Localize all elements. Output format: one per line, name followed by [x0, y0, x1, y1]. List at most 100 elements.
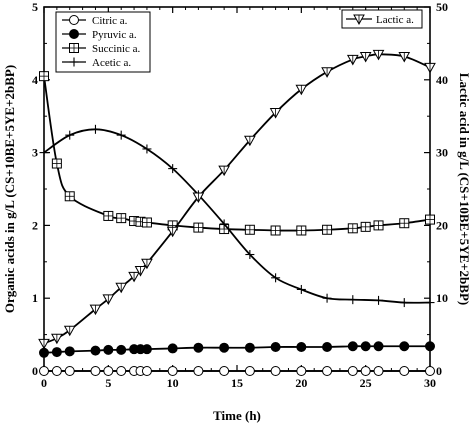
point-citric-a: [103, 366, 114, 376]
legend-marker-succinic-a: [69, 43, 79, 53]
point-succinic-a: [347, 223, 358, 234]
point-citric-a: [39, 366, 49, 376]
point-lactic-a: [115, 282, 128, 294]
point-pyruvic-a: [296, 341, 307, 352]
point-succinic-a: [193, 222, 204, 233]
point-succinic-a: [103, 210, 114, 221]
point-pyruvic-a: [51, 347, 62, 358]
point-citric-a: [270, 366, 281, 376]
point-citric-a: [141, 366, 152, 376]
y-tick-label-left: 0: [32, 364, 38, 378]
point-citric-a: [347, 366, 358, 376]
point-succinic-a: [360, 221, 371, 232]
y-axis-title-left: Organic acids in g/L (CS+10BE+5YE+2bBP): [2, 65, 17, 313]
legend-label-citric: Citric a.: [92, 15, 128, 27]
point-citric-a: [193, 366, 204, 376]
x-tick-label: 0: [41, 376, 47, 390]
point-lactic-a: [192, 192, 205, 204]
point-acetic-a: [296, 284, 306, 294]
point-acetic-a: [142, 144, 152, 154]
legend-right: Lactic a.: [341, 9, 423, 29]
point-succinic-a: [425, 214, 435, 225]
y-tick-label-right: 10: [436, 291, 448, 305]
x-tick-label: 15: [231, 376, 243, 390]
point-pyruvic-a: [425, 341, 435, 352]
series-acetic-a: [39, 124, 435, 308]
x-tick-label: 30: [424, 376, 436, 390]
legend-marker-citric-a: [69, 15, 79, 25]
point-pyruvic-a: [103, 344, 114, 355]
point-pyruvic-a: [244, 342, 255, 353]
point-lactic-a: [346, 54, 359, 66]
point-lactic-a: [295, 84, 308, 96]
legend-label-succinic: Succinic a.: [92, 43, 141, 55]
legend-label-lactic: Lactic a.: [376, 14, 414, 26]
legend-left: Citric a. Pyruvic a. Succinic a. Acetic …: [55, 11, 151, 73]
point-citric-a: [296, 366, 307, 376]
x-tick-label: 25: [360, 376, 372, 390]
series-layer: [38, 49, 436, 376]
point-citric-a: [219, 366, 230, 376]
point-acetic-a: [322, 293, 332, 303]
point-acetic-a: [39, 148, 49, 158]
point-acetic-a: [348, 295, 358, 305]
y-tick-label-right: 30: [436, 146, 448, 160]
series-line-pyruvic-a: [43, 345, 430, 354]
point-acetic-a: [399, 298, 409, 308]
point-succinic-a: [244, 224, 255, 235]
point-citric-a: [51, 366, 62, 376]
point-lactic-a: [134, 266, 147, 277]
point-lactic-a: [141, 258, 153, 270]
point-pyruvic-a: [90, 345, 101, 356]
point-pyruvic-a: [39, 347, 49, 358]
series-line-succinic-a: [43, 76, 431, 232]
point-succinic-a: [296, 225, 307, 236]
point-citric-a: [373, 366, 384, 376]
y-tick-label-right: 0: [436, 364, 442, 378]
y-tick-label-right: 20: [436, 218, 448, 232]
point-lactic-a: [89, 304, 102, 316]
point-succinic-a: [373, 220, 384, 231]
series-line-acetic-a: [43, 128, 431, 304]
point-pyruvic-a: [322, 341, 333, 352]
point-lactic-a: [244, 135, 256, 147]
point-citric-a: [244, 366, 255, 376]
point-pyruvic-a: [116, 344, 127, 355]
point-pyruvic-a: [141, 344, 152, 355]
point-pyruvic-a: [64, 346, 75, 357]
point-citric-a: [167, 366, 178, 376]
point-pyruvic-a: [347, 341, 358, 352]
point-acetic-a: [65, 130, 75, 140]
y-tick-label-left: 1: [32, 291, 38, 305]
x-tick-label: 10: [167, 376, 179, 390]
point-succinic-a: [399, 218, 410, 229]
point-succinic-a: [116, 213, 127, 224]
point-succinic-a: [322, 224, 333, 235]
point-pyruvic-a: [193, 342, 204, 353]
point-citric-a: [399, 366, 410, 376]
point-acetic-a: [374, 295, 384, 305]
point-lactic-a: [398, 52, 411, 63]
point-citric-a: [116, 366, 127, 376]
point-succinic-a: [270, 225, 281, 236]
y-tick-label-right: 50: [436, 0, 448, 14]
point-pyruvic-a: [270, 341, 281, 352]
point-pyruvic-a: [399, 341, 410, 352]
point-lactic-a: [128, 271, 140, 283]
series-pyruvic-a: [39, 341, 435, 358]
series-lactic-a: [38, 49, 436, 350]
point-lactic-a: [218, 165, 230, 177]
point-pyruvic-a: [360, 341, 371, 352]
point-pyruvic-a: [219, 342, 230, 353]
x-tick-label: 20: [295, 376, 307, 390]
x-axis-title: Time (h): [213, 408, 261, 423]
point-citric-a: [425, 366, 435, 376]
point-lactic-a: [359, 52, 372, 63]
point-acetic-a: [271, 273, 281, 283]
point-acetic-a: [168, 164, 178, 174]
point-citric-a: [90, 366, 101, 376]
point-lactic-a: [51, 333, 63, 345]
point-lactic-a: [424, 62, 436, 74]
